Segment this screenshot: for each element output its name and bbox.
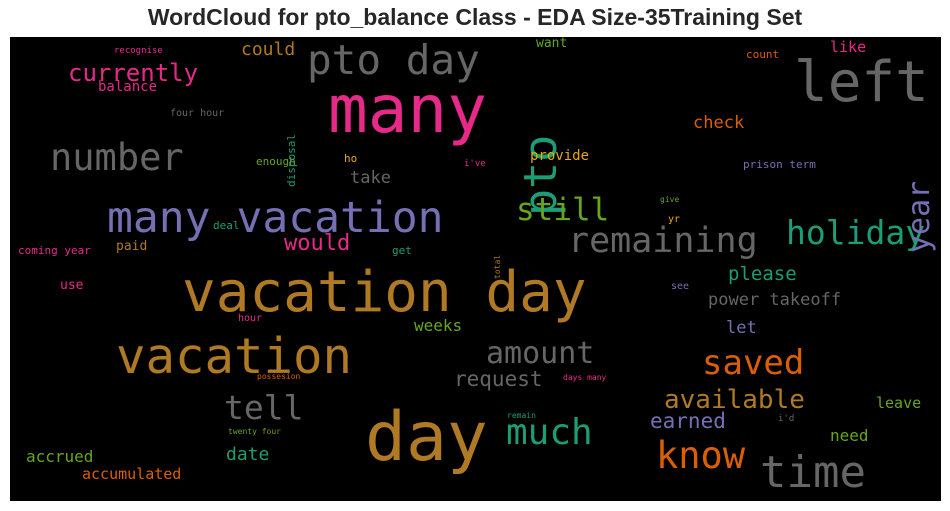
word-use: use [60,278,84,293]
word-time: time [760,447,866,498]
word-year: year [902,180,937,253]
word-holiday: holiday [786,213,926,252]
word-please: please [728,263,797,285]
word-prison-term: prison term [743,158,816,171]
word-day: day [365,398,488,477]
word-accrued: accrued [26,447,94,466]
word-ho: ho [344,152,358,165]
word-much: much [506,412,593,453]
word-need: need [830,426,869,445]
word-check: check [693,113,745,133]
word-request: request [454,367,543,391]
word-hour: hour [238,313,263,324]
word-provide: provide [530,148,590,164]
word-currently: currently [68,59,199,87]
word-could: could [241,39,296,60]
word-amount: amount [486,336,595,371]
word-vacation-day: vacation day [182,260,587,325]
word-twenty-four: twenty four [228,427,281,436]
word-available: available [664,385,805,415]
word-still: still [516,192,610,228]
word-recognise: recognise [114,46,163,56]
word-many: many [328,71,487,148]
word-enough: enough [256,155,296,168]
word-leave: leave [876,394,922,412]
word-days-many: days many [563,373,607,382]
word-coming-year: coming year [18,244,91,257]
word-number: number [50,136,184,179]
word-would: would [284,231,351,256]
word-like: like [830,38,867,56]
word-i-ve: i've [464,159,486,169]
word-let: let [726,318,757,338]
word-want: want [536,37,568,51]
word-yr: yr [668,214,681,225]
word-accumulated: accumulated [82,465,182,483]
word-left: left [794,50,929,115]
word-tell: tell [224,388,304,427]
word-remain: remain [507,411,536,420]
word-four-hour: four hour [170,108,225,119]
word-earned: earned [650,409,726,433]
word-date: date [226,444,270,465]
word-vacation: vacation [116,328,353,385]
word-know: know [656,434,746,477]
word-saved: saved [702,343,805,383]
word-pto-day: pto day [307,37,480,84]
word-many-vacation: many vacation [107,193,444,243]
word-deal: deal [213,219,240,232]
word-see: see [671,281,690,292]
word-weeks: weeks [414,316,463,335]
word-give: give [660,195,680,204]
word-power-takeoff: power takeoff [708,290,842,310]
word-take: take [350,168,391,188]
word-remaining: remaining [568,221,758,261]
word-total: total [493,254,502,279]
word-balance: balance [98,79,158,95]
word-possesion: possesion [257,372,301,381]
word-get: get [392,244,412,257]
word-i-d: i'd [778,414,795,424]
word-paid: paid [116,239,148,254]
chart-title: WordCloud for pto_balance Class - EDA Si… [147,4,803,30]
word-count: count [746,48,780,61]
wordcloud-canvas: vacation day many day left vacation many vaca… [10,37,941,501]
